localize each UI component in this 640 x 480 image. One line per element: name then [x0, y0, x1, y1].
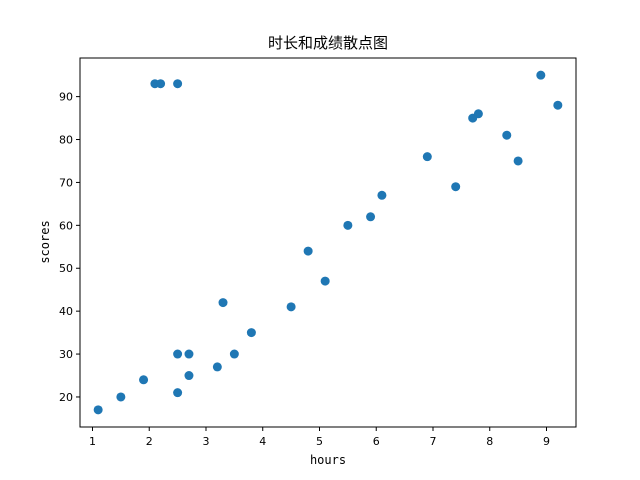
y-tick-label: 20	[59, 391, 73, 404]
scatter-point	[513, 156, 523, 166]
scatter-point	[320, 276, 330, 286]
y-tick-label: 90	[59, 91, 73, 104]
scatter-point	[553, 100, 563, 110]
scatter-point	[246, 328, 256, 338]
x-tick-label: 9	[543, 435, 550, 448]
scatter-point	[184, 349, 194, 359]
scatter-point	[116, 392, 126, 402]
x-tick-label: 8	[486, 435, 493, 448]
x-tick-label: 5	[316, 435, 323, 448]
scatter-point	[212, 362, 222, 372]
x-tick-label: 1	[89, 435, 96, 448]
y-tick-label: 40	[59, 305, 73, 318]
scatter-point	[286, 302, 296, 312]
scatter-point	[377, 190, 387, 200]
x-axis: 1 2 3 4 5 6 7 8 9	[89, 427, 550, 448]
scatter-point	[139, 375, 149, 385]
x-tick-label: 3	[202, 435, 209, 448]
scatter-point	[536, 70, 546, 80]
scatter-point	[366, 212, 376, 222]
y-tick-label: 30	[59, 348, 73, 361]
scatter-point	[184, 371, 194, 381]
y-tick-label: 80	[59, 134, 73, 147]
y-axis-label: scores	[38, 220, 52, 263]
y-tick-label: 70	[59, 176, 73, 189]
x-tick-label: 7	[429, 435, 436, 448]
y-axis: 20 30 40 50 60 70 80 90	[59, 91, 80, 404]
data-points	[93, 70, 563, 415]
scatter-point	[93, 405, 103, 415]
scatter-point	[303, 246, 313, 256]
plot-area	[79, 57, 577, 428]
x-tick-label: 6	[373, 435, 380, 448]
chart-title: 时长和成绩散点图	[268, 34, 388, 52]
scatter-point	[473, 109, 483, 119]
x-tick-label: 4	[259, 435, 266, 448]
y-tick-label: 50	[59, 262, 73, 275]
scatter-point	[173, 79, 183, 89]
scatter-point	[173, 388, 183, 398]
scatter-point	[173, 349, 183, 359]
scatter-point	[451, 182, 461, 192]
scatter-point	[218, 298, 228, 308]
x-tick-label: 2	[146, 435, 153, 448]
scatter-point	[502, 130, 512, 140]
scatter-point	[343, 220, 353, 230]
y-tick-label: 60	[59, 219, 73, 232]
scatter-point	[422, 152, 432, 162]
scatter-point	[229, 349, 239, 359]
scatter-point	[156, 79, 166, 89]
x-axis-label: hours	[310, 453, 346, 467]
